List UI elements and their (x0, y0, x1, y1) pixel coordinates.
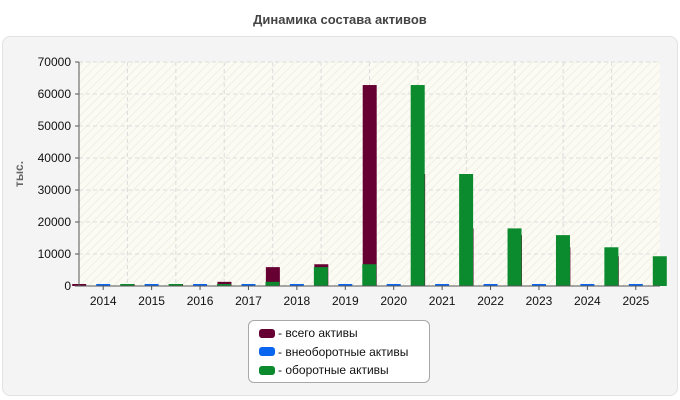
bar-current (362, 264, 377, 286)
x-tick-label: 2015 (138, 294, 165, 308)
x-tick-label: 2023 (526, 294, 553, 308)
bar-noncurrent (386, 284, 401, 286)
bar-current (604, 247, 619, 286)
legend-label-total-assets: - всего активы (278, 326, 358, 341)
bar-noncurrent (628, 284, 643, 286)
bar-noncurrent (338, 284, 353, 286)
legend-swatch-noncurrent-assets (259, 347, 275, 357)
chart-title: Динамика состава активов (253, 12, 427, 27)
bar-total (265, 267, 280, 286)
y-tick-label: 0 (64, 279, 71, 293)
bar-noncurrent (241, 284, 256, 286)
y-tick-label: 50000 (38, 119, 72, 133)
bar-noncurrent (144, 284, 159, 286)
bar-total (362, 85, 377, 286)
x-tick-label: 2019 (332, 294, 359, 308)
x-tick-label: 2024 (574, 294, 601, 308)
y-tick-label: 10000 (38, 247, 72, 261)
x-tick-label: 2014 (90, 294, 117, 308)
legend: - всего активы - внеоборотные активы - о… (248, 320, 430, 383)
y-tick-label: 40000 (38, 151, 72, 165)
y-tick-label: 70000 (38, 55, 72, 69)
x-tick-label: 2018 (284, 294, 311, 308)
bar-noncurrent (580, 284, 595, 286)
bar-noncurrent (96, 284, 111, 286)
bar-noncurrent (193, 284, 208, 286)
bar-current (168, 284, 183, 286)
bar-current (120, 284, 135, 286)
y-tick-label: 20000 (38, 215, 72, 229)
legend-item-noncurrent-assets: - внеоборотные активы (259, 343, 429, 362)
y-tick-label: 30000 (38, 183, 72, 197)
legend-item-total-assets: - всего активы (259, 324, 429, 343)
bar-current (507, 228, 522, 286)
bar-noncurrent (435, 284, 450, 286)
bar-current (410, 85, 425, 286)
x-tick-label: 2020 (380, 294, 407, 308)
bar-current (313, 267, 328, 286)
bar-current (555, 235, 570, 286)
bar-noncurrent (483, 284, 498, 286)
bar-noncurrent (531, 284, 546, 286)
bar-noncurrent (289, 284, 304, 286)
bar-current (265, 281, 280, 286)
x-tick-label: 2021 (429, 294, 456, 308)
bar-current (652, 256, 667, 286)
x-tick-label: 2025 (622, 294, 649, 308)
bars (72, 85, 667, 286)
x-tick-label: 2022 (477, 294, 504, 308)
bar-current (459, 174, 474, 286)
legend-swatch-current-assets (259, 365, 275, 375)
legend-label-noncurrent-assets: - внеоборотные активы (278, 344, 409, 359)
bar-total (217, 281, 232, 286)
y-axis-title: тыс. (12, 161, 26, 187)
legend-item-current-assets: - оборотные активы (259, 361, 429, 380)
axes: 0 10000 20000 30000 40000 50000 60000 70000 2014… (38, 55, 660, 308)
y-tick-label: 60000 (38, 87, 72, 101)
x-tick-label: 2017 (235, 294, 262, 308)
bar-current (217, 284, 232, 286)
legend-label-current-assets: - оборотные активы (278, 363, 389, 378)
x-tick-label: 2016 (187, 294, 214, 308)
legend-swatch-total-assets (259, 328, 275, 338)
